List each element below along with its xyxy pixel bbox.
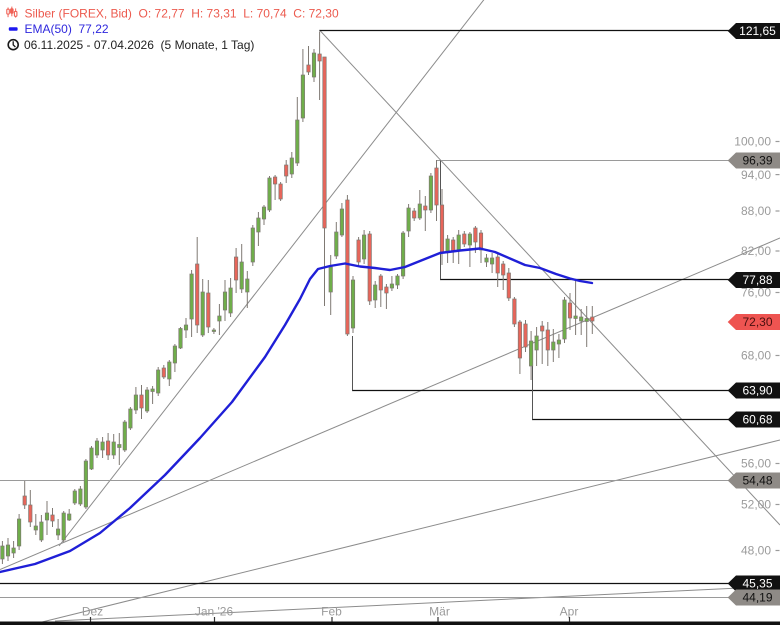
svg-text:100,00: 100,00: [734, 135, 771, 149]
svg-text:EMA(50) 77,22: EMA(50) 77,22: [25, 22, 109, 36]
svg-text:Jan '26: Jan '26: [195, 605, 234, 619]
svg-text:60,68: 60,68: [742, 413, 772, 427]
svg-text:94,00: 94,00: [741, 168, 771, 182]
svg-text:52,00: 52,00: [741, 498, 771, 512]
svg-text:68,00: 68,00: [741, 349, 771, 363]
svg-text:56,00: 56,00: [741, 457, 771, 471]
svg-text:48,00: 48,00: [741, 544, 771, 558]
svg-text:63,90: 63,90: [742, 384, 772, 398]
svg-text:76,00: 76,00: [741, 286, 771, 300]
svg-text:121,65: 121,65: [739, 24, 776, 38]
svg-text:Feb: Feb: [321, 605, 342, 619]
svg-text:Dez: Dez: [82, 605, 103, 619]
svg-text:45,35: 45,35: [742, 577, 772, 591]
svg-text:72,30: 72,30: [742, 315, 772, 329]
svg-text:44,19: 44,19: [742, 591, 772, 605]
svg-text:54,48: 54,48: [742, 474, 772, 488]
svg-text:82,00: 82,00: [741, 244, 771, 258]
svg-text:96,39: 96,39: [742, 154, 772, 168]
svg-text:Mär: Mär: [429, 605, 450, 619]
svg-text:06.11.2025 - 07.04.2026 (5 Mo: 06.11.2025 - 07.04.2026 (5 Monate, 1 Tag…: [24, 38, 254, 52]
svg-text:Apr: Apr: [560, 605, 579, 619]
svg-text:88,00: 88,00: [741, 204, 771, 218]
svg-text:Silber (FOREX, Bid) O: 72,77: Silber (FOREX, Bid) O: 72,77 H: 73,31 L:…: [25, 6, 339, 20]
